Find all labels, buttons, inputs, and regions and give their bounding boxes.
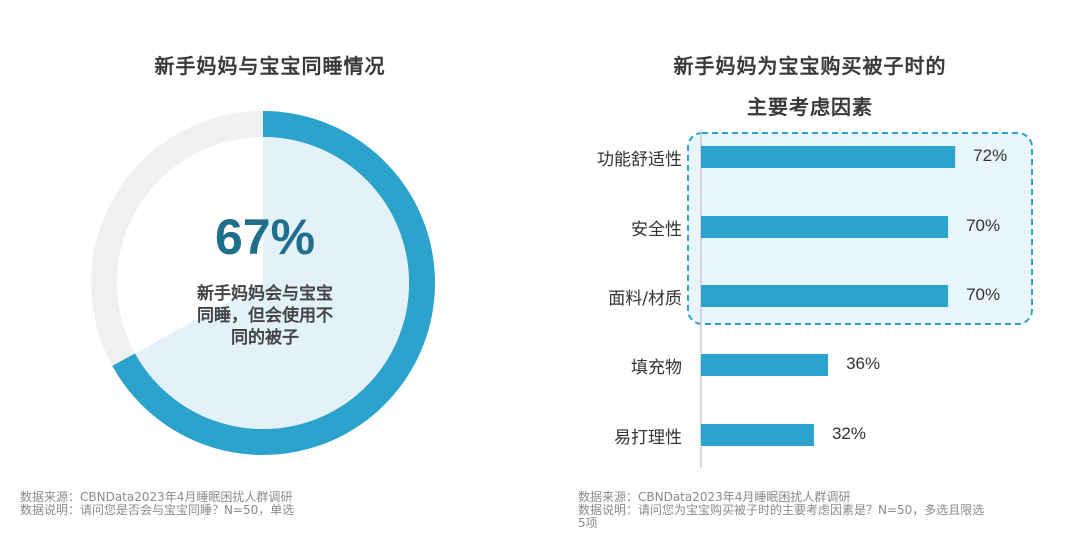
category-label: 安全性 [631, 220, 682, 240]
bar-3 [701, 285, 949, 307]
category-label: 功能舒适性 [597, 150, 682, 170]
category-label: 易打理性 [614, 428, 682, 448]
donut-chart-title: 新手妈妈与宝宝同睡情况 [154, 54, 386, 78]
value-label: 70% [966, 216, 1001, 235]
bar-1 [701, 146, 956, 168]
bar-5 [701, 424, 814, 446]
donut-desc-line: 同的被子 [231, 328, 299, 348]
donut-center-description: 新手妈妈会与宝宝 同睡，但会使用不 同的被子 [170, 283, 360, 349]
donut-desc-line: 同睡，但会使用不 [197, 306, 333, 326]
bar-chart-title-line2: 主要考虑因素 [747, 95, 873, 119]
right-footer-notes: 数据来源：CBNData2023年4月睡眠困扰人群调研 数据说明：请问您为宝宝购… [578, 491, 1068, 530]
category-label: 填充物 [631, 358, 682, 378]
value-label: 36% [846, 354, 881, 373]
data-description-note-cont: 5项 [578, 516, 598, 530]
donut-inner-fill [135, 137, 410, 430]
value-label: 32% [831, 424, 866, 443]
category-label: 面料/材质 [608, 289, 682, 309]
bar-chart-title-line1: 新手妈妈为宝宝购买被子时的 [673, 54, 947, 78]
data-description-note: 数据说明：请问您是否会与宝宝同睡？N=50，单选 [20, 503, 295, 517]
value-label: 72% [973, 146, 1008, 165]
data-source-note: 数据来源：CBNData2023年4月睡眠困扰人群调研 [578, 490, 851, 504]
donut-desc-line: 新手妈妈会与宝宝 [197, 284, 333, 304]
bar-4 [701, 354, 829, 376]
value-label: 70% [966, 285, 1001, 304]
data-description-note: 数据说明：请问您为宝宝购买被子时的主要考虑因素是？N=50，多选且限选 [578, 503, 985, 517]
donut-center-value: 67% [214, 209, 316, 265]
left-footer-notes: 数据来源：CBNData2023年4月睡眠困扰人群调研 数据说明：请问您是否会与… [20, 491, 500, 517]
data-source-note: 数据来源：CBNData2023年4月睡眠困扰人群调研 [20, 490, 293, 504]
bar-2 [701, 216, 949, 238]
